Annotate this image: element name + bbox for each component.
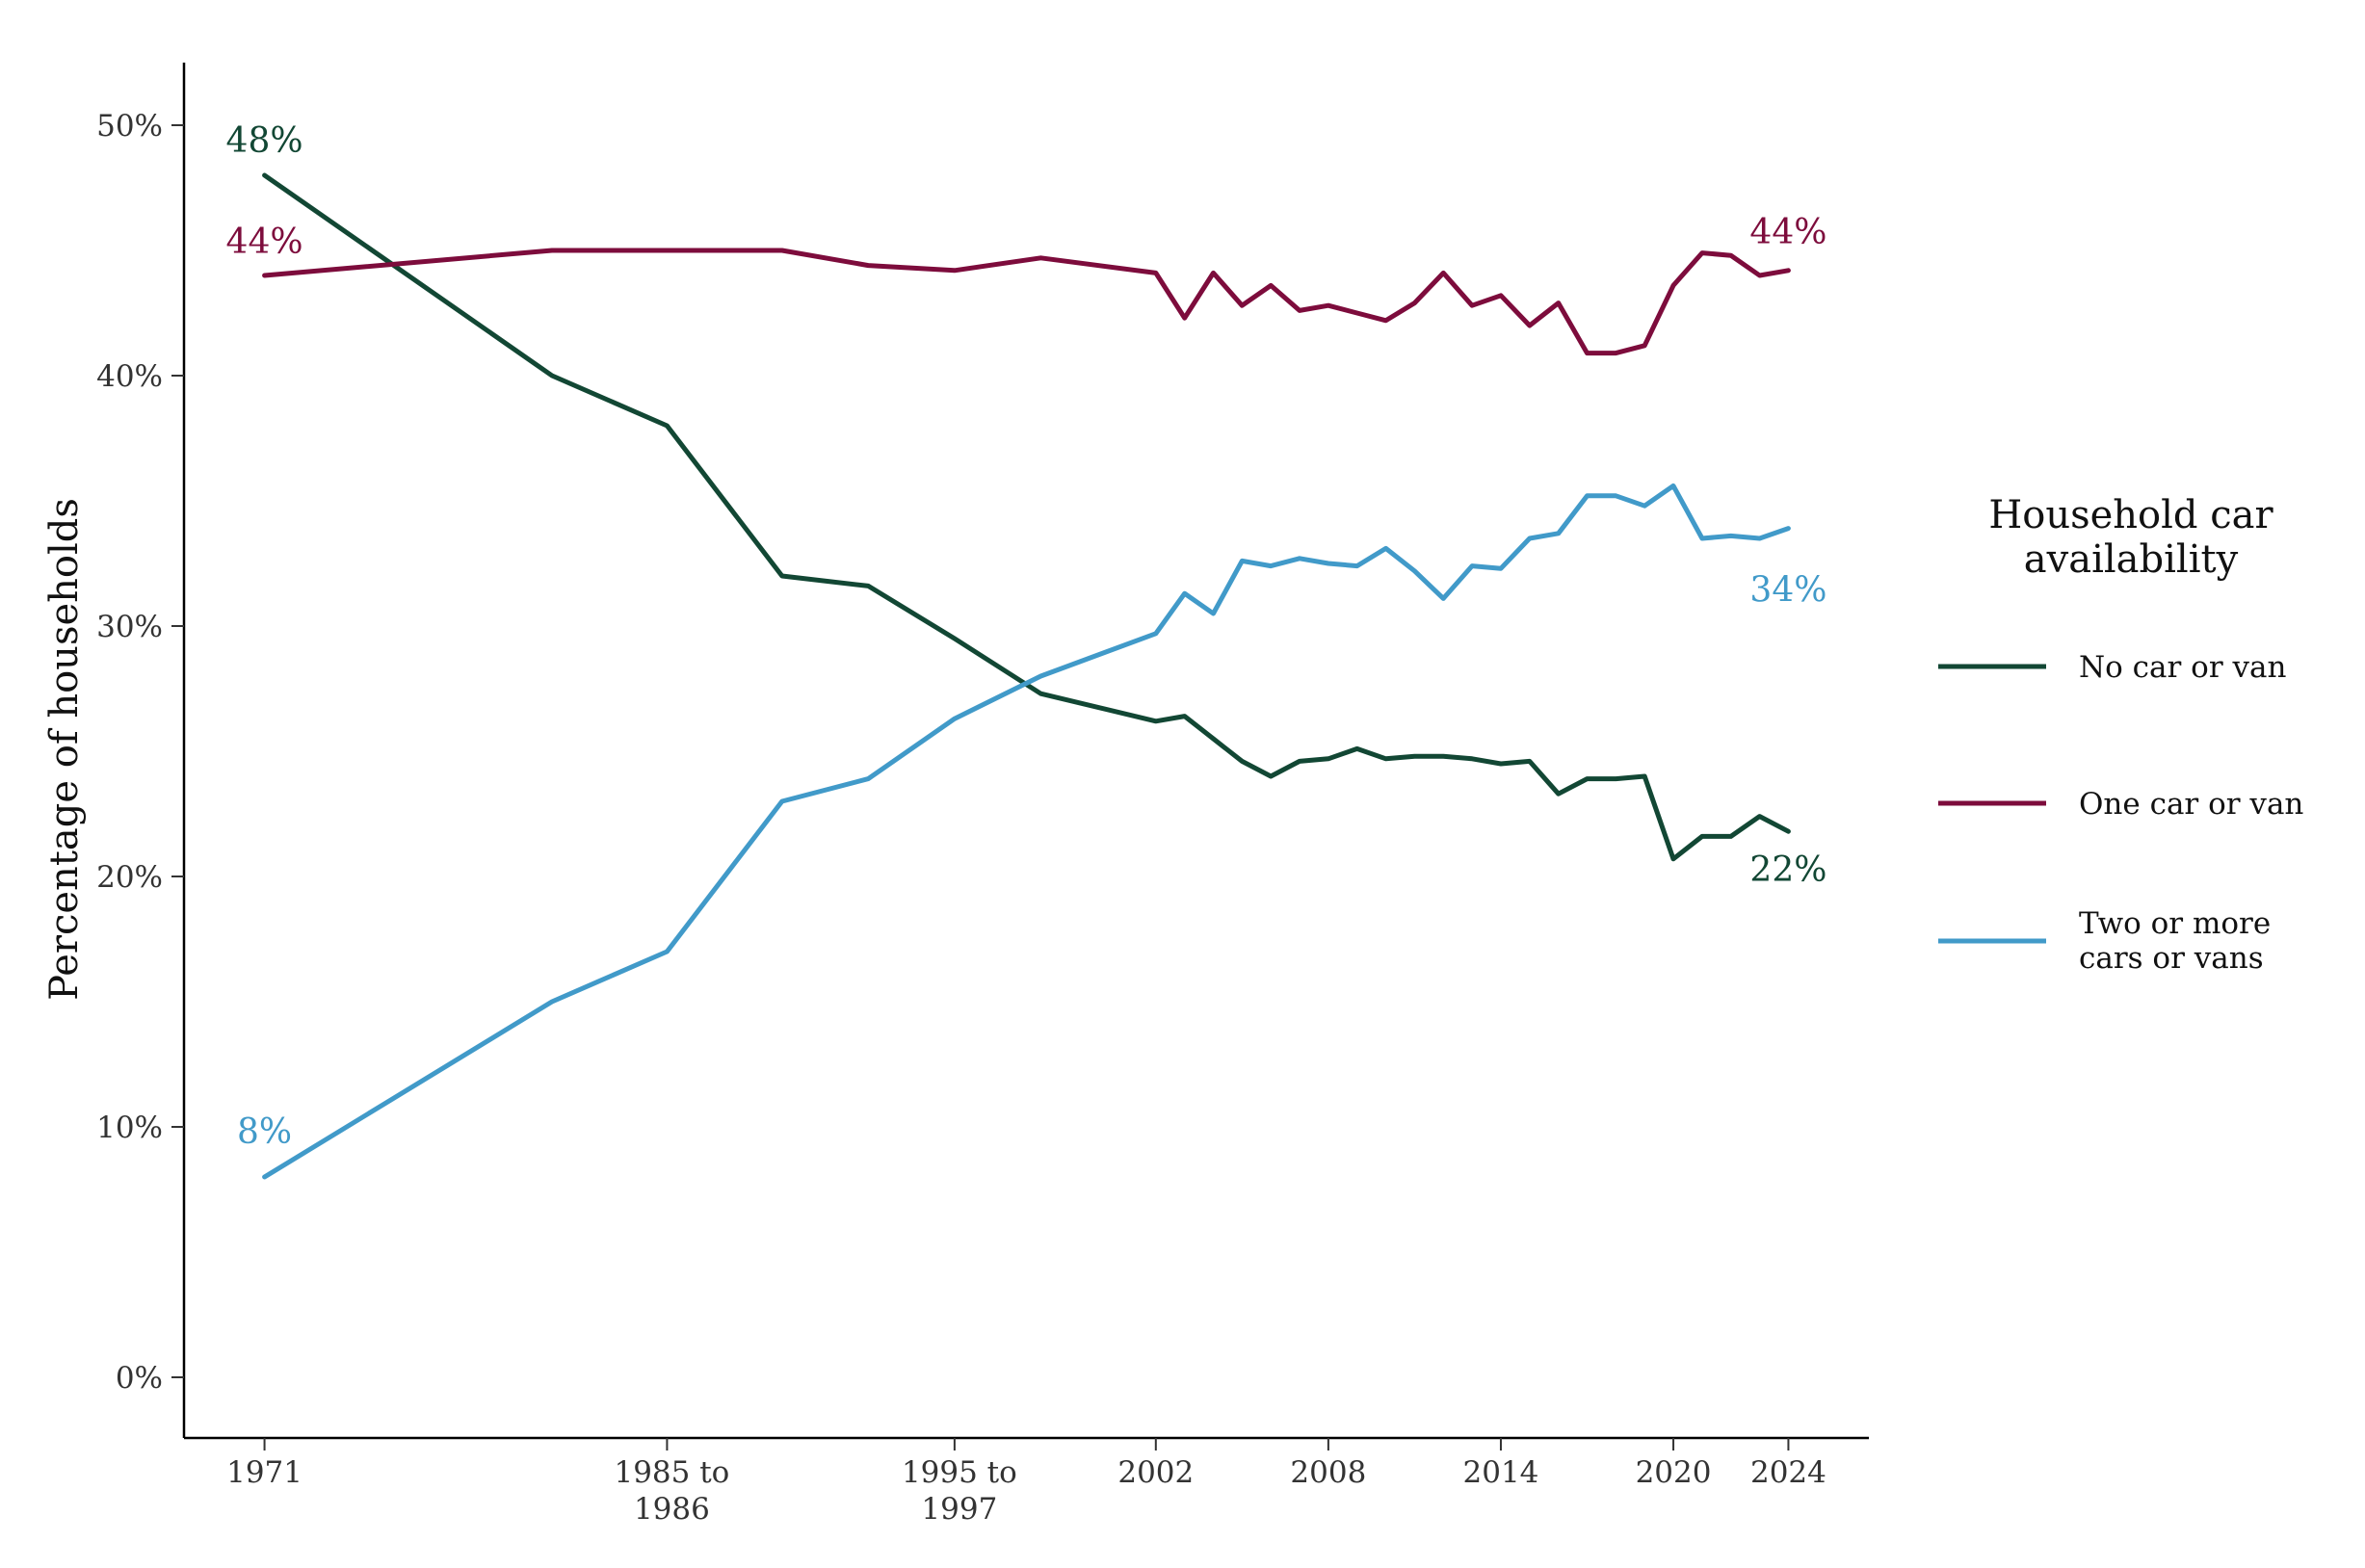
legend-entry-label: One car or van — [2079, 787, 2303, 822]
axes — [182, 63, 1869, 1440]
series-line-2 — [262, 248, 1791, 356]
x-tick-label: 1995 to — [902, 1455, 1017, 1490]
y-axis-ticks: 0% 10% 20% 30% 40% 50% — [96, 109, 184, 1396]
legend-entry-label: Two or more — [2079, 906, 2271, 941]
series-start-label: 48% — [226, 121, 303, 161]
series-start-label: 44% — [226, 222, 303, 262]
y-axis-title: Percentage of households — [42, 498, 87, 1001]
series-line-1 — [262, 172, 1791, 862]
y-tick-label: 50% — [96, 109, 163, 144]
y-tick-label: 10% — [96, 1111, 163, 1145]
series-end-label: 34% — [1749, 571, 1826, 611]
series-end-labels: 48% 22% 44% 44% 8% 34% — [226, 121, 1827, 1152]
series-lines — [262, 172, 1791, 1180]
x-tick-label: 2024 — [1750, 1455, 1826, 1490]
series-end-label: 44% — [1749, 213, 1826, 252]
y-tick-label: 30% — [96, 610, 163, 644]
legend-entry-label: cars or vans — [2079, 941, 2264, 976]
legend-title: availability — [2024, 537, 2239, 582]
y-tick-label: 40% — [96, 359, 163, 394]
x-tick-label: 1971 — [226, 1455, 302, 1490]
x-tick-label: 2008 — [1290, 1455, 1366, 1490]
legend-title: Household car — [1988, 493, 2273, 537]
series-start-label: 8% — [237, 1112, 292, 1152]
y-tick-label: 20% — [96, 860, 163, 895]
legend-entry-label: No car or van — [2079, 650, 2286, 685]
x-tick-label: 1997 — [921, 1492, 997, 1527]
x-tick-label: 2014 — [1463, 1455, 1539, 1490]
x-tick-label: 1986 — [634, 1492, 710, 1527]
x-tick-label: 2002 — [1117, 1455, 1194, 1490]
x-tick-label: 2020 — [1636, 1455, 1712, 1490]
y-tick-label: 0% — [116, 1361, 163, 1396]
series-line-3 — [262, 483, 1791, 1180]
x-tick-label: 1985 to — [614, 1455, 729, 1490]
series-end-label: 22% — [1749, 850, 1826, 890]
